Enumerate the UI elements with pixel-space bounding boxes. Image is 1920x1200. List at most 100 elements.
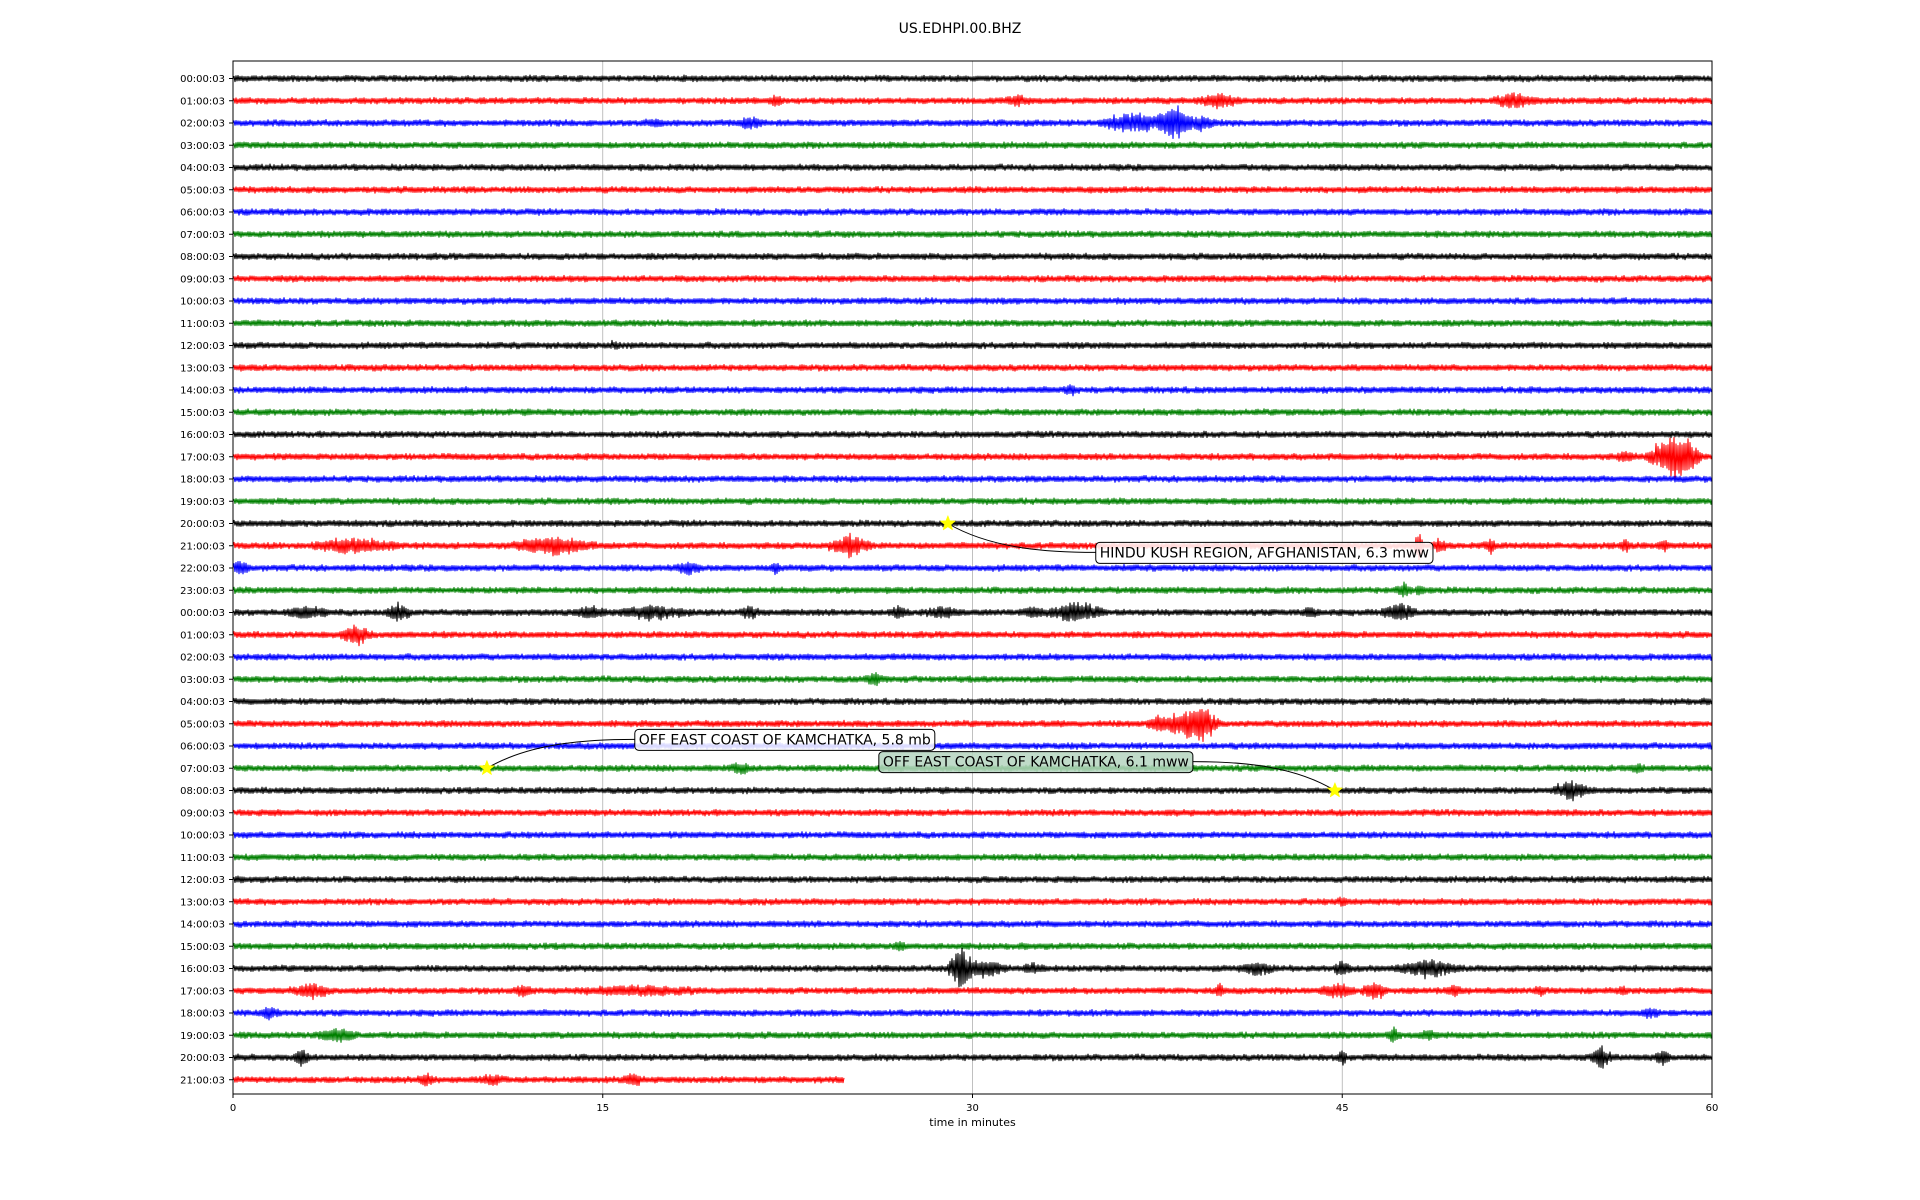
y-tick-label: 08:00:03	[180, 786, 225, 797]
y-tick-label: 10:00:03	[180, 297, 225, 308]
y-tick-label: 22:00:03	[180, 564, 225, 575]
trace-row-30	[232, 742, 1713, 750]
trace-row-35	[232, 853, 1713, 862]
y-tick-label: 15:00:03	[180, 408, 225, 419]
event-connector	[1192, 761, 1336, 791]
y-tick-label: 01:00:03	[180, 630, 225, 641]
y-tick-label: 00:00:03	[180, 608, 225, 619]
y-tick-labels: 00:00:03 01:00:03 02:00:03 03:00:03 04:00:03…	[180, 74, 233, 1086]
trace-row-25	[232, 624, 1713, 647]
y-tick-label: 14:00:03	[180, 920, 225, 931]
y-tick-label: 19:00:03	[180, 1031, 225, 1042]
trace-row-42	[232, 1006, 1713, 1021]
y-tick-label: 18:00:03	[180, 475, 225, 486]
event-annotation-1: OFF EAST COAST OF KAMCHATKA, 5.8 mb	[478, 728, 936, 776]
x-tick-label: 60	[1706, 1103, 1719, 1114]
event-label: OFF EAST COAST OF KAMCHATKA, 5.8 mb	[639, 732, 931, 748]
event-label: OFF EAST COAST OF KAMCHATKA, 6.1 mww	[883, 755, 1189, 771]
trace-row-26	[232, 652, 1713, 661]
trace-row-45	[232, 1072, 845, 1087]
trace-row-28	[232, 697, 1713, 706]
trace-row-15	[232, 408, 1713, 417]
trace-row-11	[232, 319, 1713, 328]
x-axis-label: time in minutes	[929, 1116, 1016, 1129]
trace-row-39	[232, 941, 1713, 952]
grid-lines	[602, 61, 1343, 1094]
y-tick-label: 03:00:03	[180, 141, 225, 152]
trace-row-22	[232, 561, 1713, 576]
y-tick-label: 09:00:03	[180, 808, 225, 819]
trace-row-43	[232, 1026, 1713, 1043]
y-tick-label: 21:00:03	[180, 541, 225, 552]
y-tick-label: 05:00:03	[180, 719, 225, 730]
y-tick-label: 07:00:03	[180, 230, 225, 241]
event-label: HINDU KUSH REGION, AFGHANISTAN, 6.3 mww	[1100, 545, 1429, 561]
trace-row-13	[232, 363, 1713, 372]
y-tick-label: 12:00:03	[180, 875, 225, 886]
y-tick-label: 02:00:03	[180, 119, 225, 130]
y-tick-label: 14:00:03	[180, 386, 225, 397]
trace-row-36	[232, 875, 1713, 884]
y-tick-label: 13:00:03	[180, 897, 225, 908]
y-tick-label: 21:00:03	[180, 1075, 225, 1086]
y-tick-label: 01:00:03	[180, 96, 225, 107]
trace-row-23	[232, 581, 1713, 598]
y-tick-label: 10:00:03	[180, 831, 225, 842]
trace-row-12	[232, 339, 1713, 350]
y-tick-label: 07:00:03	[180, 764, 225, 775]
trace-row-10	[232, 297, 1713, 306]
y-tick-label: 11:00:03	[180, 319, 225, 330]
event-annotation-0: HINDU KUSH REGION, AFGHANISTAN, 6.3 mww	[939, 514, 1434, 564]
y-tick-label: 06:00:03	[180, 208, 225, 219]
trace-row-32	[232, 780, 1713, 802]
x-tick-label: 15	[596, 1103, 609, 1114]
trace-row-14	[232, 384, 1713, 397]
y-tick-label: 17:00:03	[180, 452, 225, 463]
x-tick-labels: 0 15 30 45 60	[230, 1094, 1719, 1114]
trace-row-2	[232, 105, 1713, 140]
trace-row-4	[232, 163, 1713, 172]
y-tick-label: 17:00:03	[180, 986, 225, 997]
trace-row-21	[232, 532, 1713, 561]
y-tick-label: 18:00:03	[180, 1009, 225, 1020]
y-tick-label: 11:00:03	[180, 853, 225, 864]
y-tick-label: 06:00:03	[180, 742, 225, 753]
trace-row-1	[232, 92, 1713, 110]
trace-row-9	[232, 274, 1713, 283]
y-tick-label: 08:00:03	[180, 252, 225, 263]
y-tick-label: 16:00:03	[180, 430, 225, 441]
y-tick-label: 04:00:03	[180, 163, 225, 174]
y-tick-label: 04:00:03	[180, 697, 225, 708]
y-tick-label: 16:00:03	[180, 964, 225, 975]
trace-row-33	[232, 808, 1713, 817]
trace-row-27	[232, 671, 1713, 687]
trace-row-40	[232, 947, 1713, 988]
seismogram-traces	[232, 74, 1713, 1087]
trace-row-24	[232, 601, 1713, 622]
chart-title: US.EDHPI.00.BHZ	[898, 21, 1022, 37]
event-annotations: HINDU KUSH REGION, AFGHANISTAN, 6.3 mww O…	[478, 514, 1434, 798]
y-tick-label: 20:00:03	[180, 1053, 225, 1064]
x-tick-label: 30	[966, 1103, 979, 1114]
trace-row-19	[232, 497, 1713, 506]
event-connector	[947, 523, 1096, 553]
event-connector	[486, 738, 635, 769]
trace-row-6	[232, 207, 1713, 216]
y-tick-label: 13:00:03	[180, 363, 225, 374]
y-tick-label: 12:00:03	[180, 341, 225, 352]
x-tick-label: 45	[1336, 1103, 1349, 1114]
y-tick-label: 02:00:03	[180, 653, 225, 664]
event-star-icon	[478, 759, 496, 776]
event-star-icon	[1326, 781, 1344, 798]
trace-row-5	[232, 185, 1713, 194]
trace-row-16	[232, 430, 1713, 439]
y-tick-label: 23:00:03	[180, 586, 225, 597]
y-tick-label: 03:00:03	[180, 675, 225, 686]
trace-row-7	[232, 230, 1713, 239]
trace-row-0	[232, 74, 1713, 83]
y-tick-label: 20:00:03	[180, 519, 225, 530]
event-star-icon	[939, 514, 957, 531]
y-tick-label: 15:00:03	[180, 942, 225, 953]
trace-row-18	[232, 475, 1713, 483]
